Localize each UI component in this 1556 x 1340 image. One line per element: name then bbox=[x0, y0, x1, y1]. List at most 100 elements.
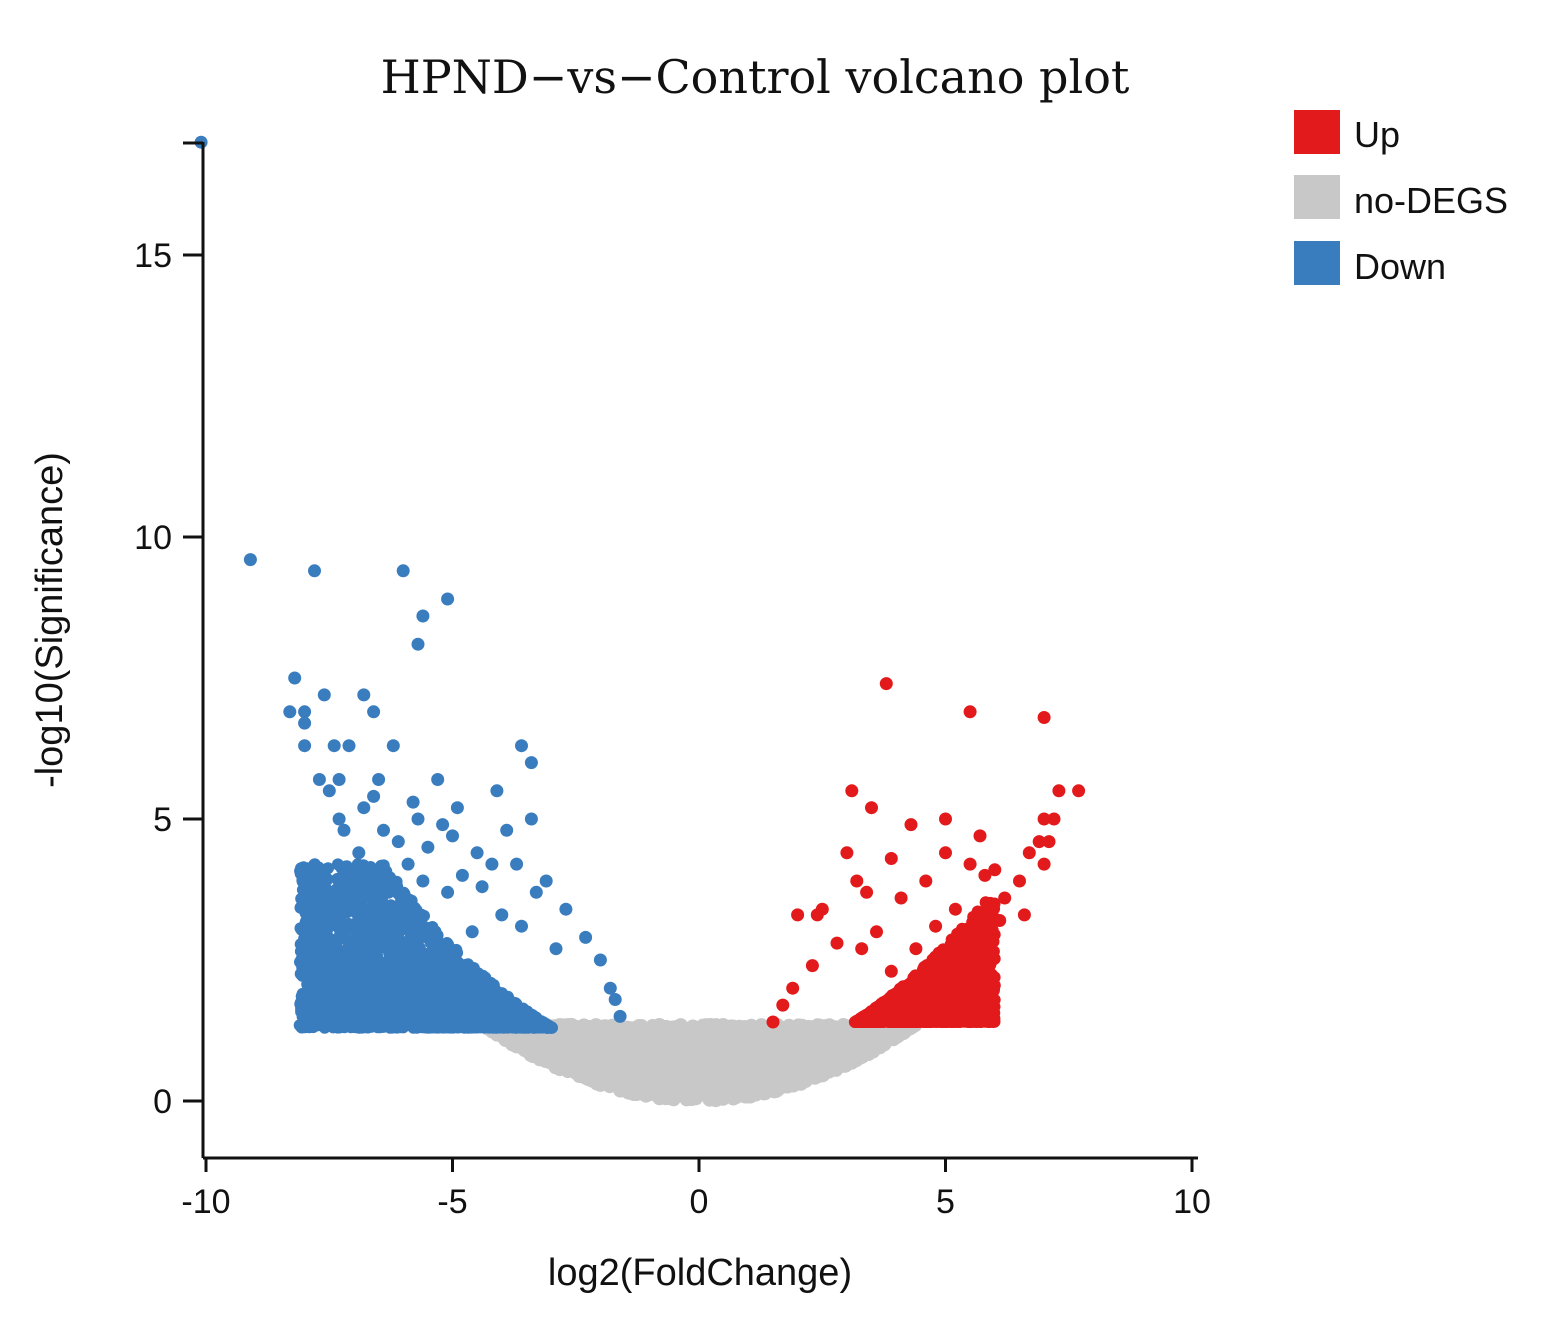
dense-point-regions bbox=[293, 858, 1001, 1108]
point-down bbox=[479, 1006, 492, 1019]
point-no-degs bbox=[665, 1020, 680, 1035]
point-no-degs bbox=[757, 1039, 772, 1054]
point-down bbox=[378, 979, 391, 991]
point-down bbox=[331, 858, 344, 871]
point-down bbox=[308, 996, 321, 1009]
point-down bbox=[459, 1018, 472, 1031]
point-down bbox=[359, 878, 372, 891]
point-no-degs bbox=[836, 1058, 851, 1073]
point-no-degs bbox=[729, 1039, 744, 1054]
point-no-degs bbox=[806, 1054, 821, 1069]
point-no-degs bbox=[621, 1069, 636, 1083]
point-down bbox=[327, 919, 340, 932]
point-no-degs bbox=[821, 1050, 836, 1065]
chart-title: HPND−vs−Control volcano plot bbox=[381, 50, 1130, 104]
point-no-degs bbox=[727, 1081, 742, 1096]
point-down bbox=[498, 1008, 511, 1021]
point-down bbox=[320, 884, 333, 897]
point-no-degs bbox=[735, 1062, 750, 1077]
point-no-degs bbox=[559, 1030, 574, 1045]
point-no-degs bbox=[883, 1027, 898, 1042]
point-down bbox=[300, 874, 312, 887]
point-down bbox=[355, 941, 368, 954]
point-down bbox=[460, 1002, 472, 1015]
point-down bbox=[456, 974, 469, 987]
point-down bbox=[402, 1008, 415, 1021]
point-down bbox=[321, 957, 334, 970]
point-down bbox=[294, 938, 307, 951]
point-no-degs bbox=[814, 1068, 828, 1083]
point-down bbox=[341, 934, 353, 947]
point-down bbox=[353, 1014, 366, 1027]
point-no-degs bbox=[656, 1069, 671, 1084]
point-down bbox=[370, 998, 383, 1011]
point-down bbox=[386, 1016, 399, 1029]
point-down bbox=[302, 960, 315, 973]
point-no-degs bbox=[753, 1072, 768, 1087]
point-no-degs bbox=[700, 1078, 715, 1093]
point-no-degs bbox=[581, 1072, 596, 1086]
point-no-degs bbox=[586, 1032, 600, 1046]
point-down bbox=[301, 894, 314, 907]
point-down bbox=[392, 929, 405, 942]
point-down bbox=[463, 988, 476, 1001]
point-no-degs bbox=[602, 1079, 617, 1094]
point-no-degs bbox=[825, 1036, 840, 1051]
point-no-degs bbox=[564, 1059, 579, 1074]
point-down bbox=[343, 947, 356, 960]
point-no-degs bbox=[643, 1022, 658, 1037]
point-no-degs bbox=[641, 1056, 656, 1071]
point-no-degs bbox=[771, 1055, 786, 1070]
point-down bbox=[377, 859, 390, 872]
point-down bbox=[403, 897, 416, 910]
point-down bbox=[485, 983, 498, 996]
point-down bbox=[436, 973, 449, 986]
point-no-degs bbox=[695, 1042, 709, 1057]
point-no-degs bbox=[709, 1026, 724, 1041]
point-no-degs bbox=[777, 1022, 792, 1037]
point-down bbox=[340, 885, 353, 898]
point-down bbox=[384, 871, 396, 884]
point-down bbox=[418, 986, 430, 999]
point-down bbox=[525, 1017, 538, 1030]
point-no-degs bbox=[604, 1043, 619, 1058]
point-down bbox=[512, 1018, 525, 1031]
point-down bbox=[443, 1007, 456, 1020]
point-down bbox=[354, 992, 367, 1005]
point-down bbox=[337, 907, 350, 920]
point-no-degs bbox=[675, 1041, 690, 1056]
point-down bbox=[349, 917, 362, 930]
point-down bbox=[317, 938, 330, 951]
point-down bbox=[392, 907, 405, 920]
point-down bbox=[422, 931, 435, 944]
point-down bbox=[311, 927, 324, 940]
point-down bbox=[378, 927, 391, 940]
point-no-degs bbox=[853, 1049, 867, 1064]
point-down bbox=[407, 1021, 420, 1034]
point-down bbox=[339, 996, 352, 1009]
point-down bbox=[389, 947, 402, 960]
point-no-degs bbox=[745, 1025, 760, 1039]
point-down bbox=[420, 999, 433, 1012]
point-down bbox=[447, 962, 459, 975]
point-down bbox=[318, 972, 331, 985]
point-no-degs bbox=[783, 1047, 798, 1062]
point-down bbox=[295, 1021, 308, 1034]
point-no-degs bbox=[786, 1070, 800, 1085]
point-no-degs bbox=[844, 1033, 859, 1048]
point-down bbox=[300, 1007, 313, 1020]
point-down bbox=[366, 964, 379, 977]
point-down bbox=[390, 984, 402, 997]
point-no-degs bbox=[642, 1037, 657, 1052]
point-down bbox=[397, 971, 410, 984]
point-down bbox=[348, 863, 361, 876]
point-down bbox=[421, 968, 434, 981]
point-down bbox=[330, 981, 343, 994]
point-no-degs bbox=[802, 1026, 817, 1041]
point-down bbox=[327, 893, 340, 906]
point-no-degs bbox=[699, 1059, 714, 1074]
point-no-degs bbox=[773, 1071, 787, 1086]
point-down bbox=[367, 901, 380, 914]
point-no-degs bbox=[668, 1090, 683, 1104]
